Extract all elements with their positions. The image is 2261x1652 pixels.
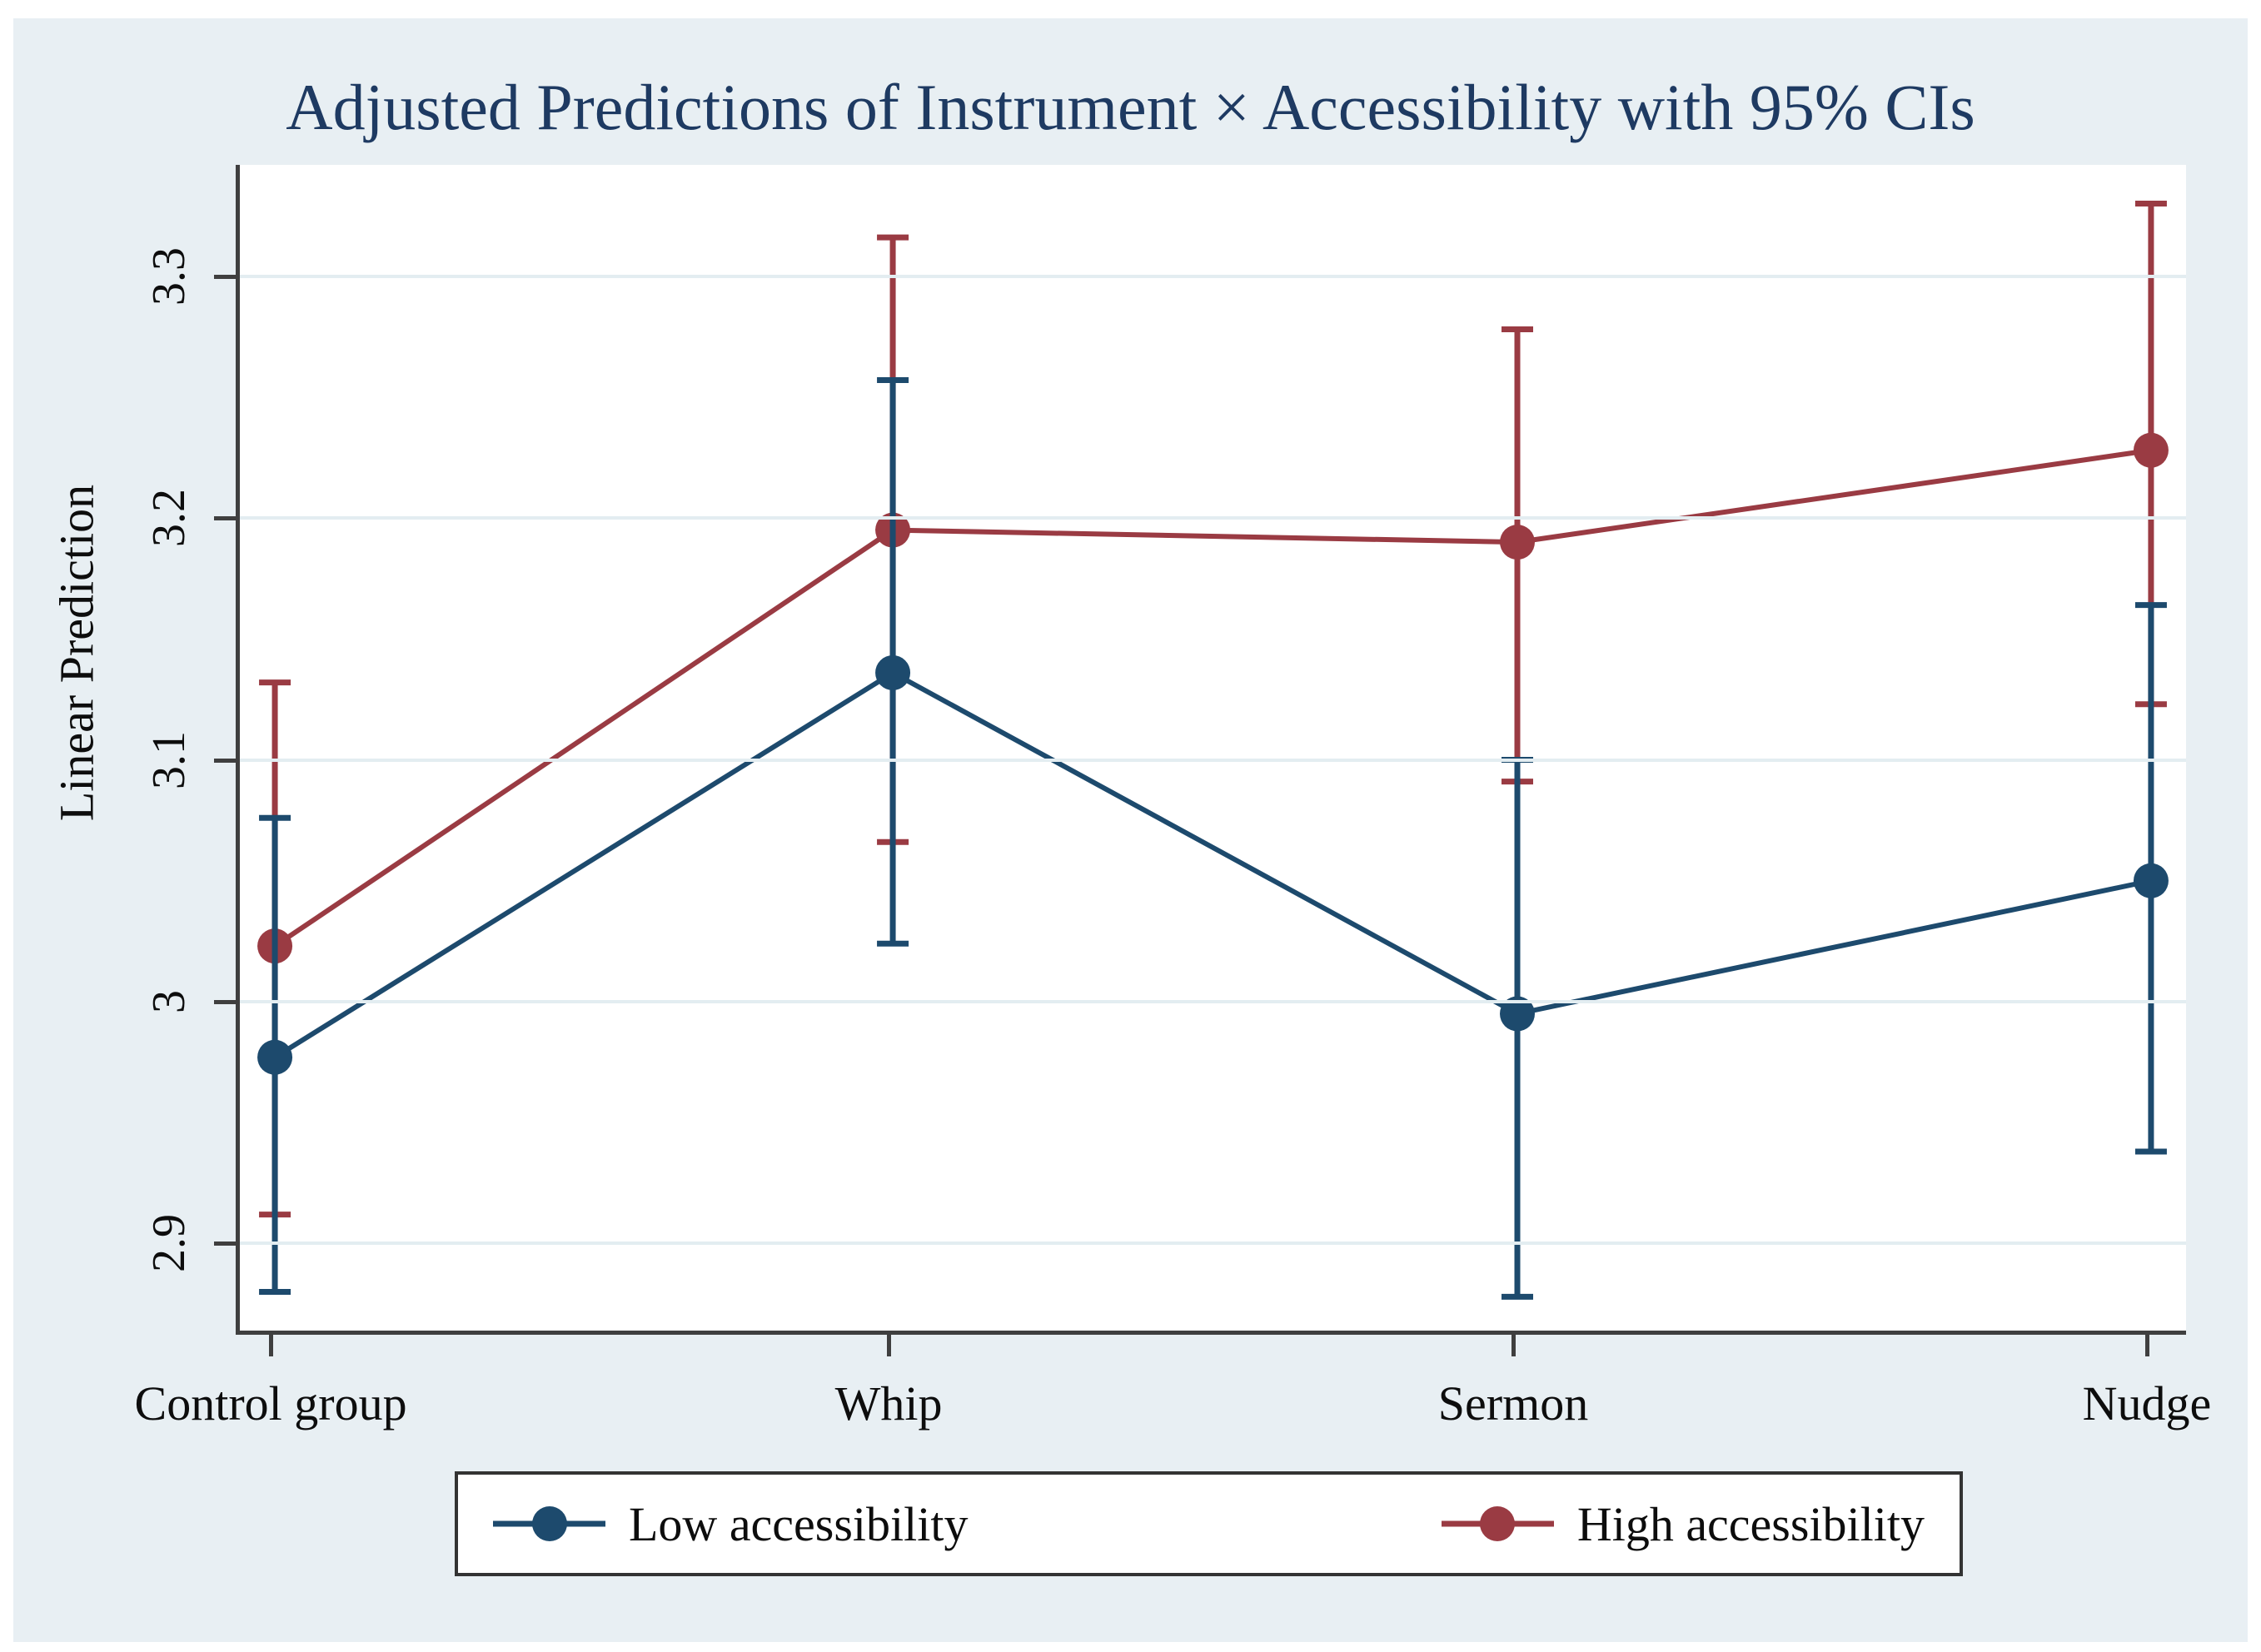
y-tick-label: 3.2: [143, 489, 195, 548]
gridline: [240, 758, 2186, 762]
series-high-accessibility: [257, 200, 2169, 1218]
legend-label: Low accessibility: [629, 1496, 969, 1551]
chart-canvas: Adjusted Predictions of Instrument × Acc…: [13, 18, 2248, 1642]
legend-item-low-accessibility: Low accessibility: [493, 1496, 969, 1552]
legend-item-high-accessibility: High accessibility: [1441, 1496, 1925, 1552]
data-point: [2133, 863, 2169, 898]
y-tick: [214, 999, 236, 1004]
y-tick: [214, 1241, 236, 1246]
x-tick-label: Nudge: [2082, 1376, 2212, 1431]
y-axis-title: Linear Prediction: [49, 484, 104, 822]
x-tick: [269, 1335, 274, 1356]
gridline: [240, 274, 2186, 278]
series-line: [273, 447, 2152, 948]
x-tick-label: Whip: [834, 1376, 943, 1431]
series-line: [273, 669, 2152, 1060]
data-point: [875, 654, 911, 690]
y-tick: [214, 516, 236, 521]
x-tick: [1511, 1335, 1516, 1356]
legend: Low accessibility High accessibility: [455, 1471, 1963, 1576]
y-tick-label: 2.9: [143, 1214, 195, 1273]
data-point: [257, 1039, 293, 1075]
legend-label: High accessibility: [1576, 1496, 1925, 1551]
data-point: [2133, 432, 2169, 468]
gridline: [240, 1241, 2186, 1246]
x-tick: [887, 1335, 892, 1356]
x-tick-label: Sermon: [1437, 1376, 1589, 1431]
y-tick-label: 3: [143, 989, 195, 1013]
gridline: [240, 999, 2186, 1003]
chart-title: Adjusted Predictions of Instrument × Acc…: [286, 71, 1975, 143]
y-tick-label: 3.3: [143, 246, 195, 306]
y-tick: [214, 274, 236, 279]
data-point: [1500, 525, 1536, 560]
x-tick: [2144, 1335, 2149, 1356]
plot-area: [236, 165, 2186, 1335]
x-tick-label: Control group: [134, 1376, 407, 1431]
y-tick: [214, 758, 236, 763]
data-point: [1500, 996, 1536, 1032]
legend-marker-low-icon: [493, 1506, 605, 1541]
series-layer: [257, 200, 2169, 1300]
legend-marker-high-icon: [1441, 1506, 1554, 1541]
gridline: [240, 516, 2186, 520]
y-tick-label: 3.1: [143, 730, 195, 789]
